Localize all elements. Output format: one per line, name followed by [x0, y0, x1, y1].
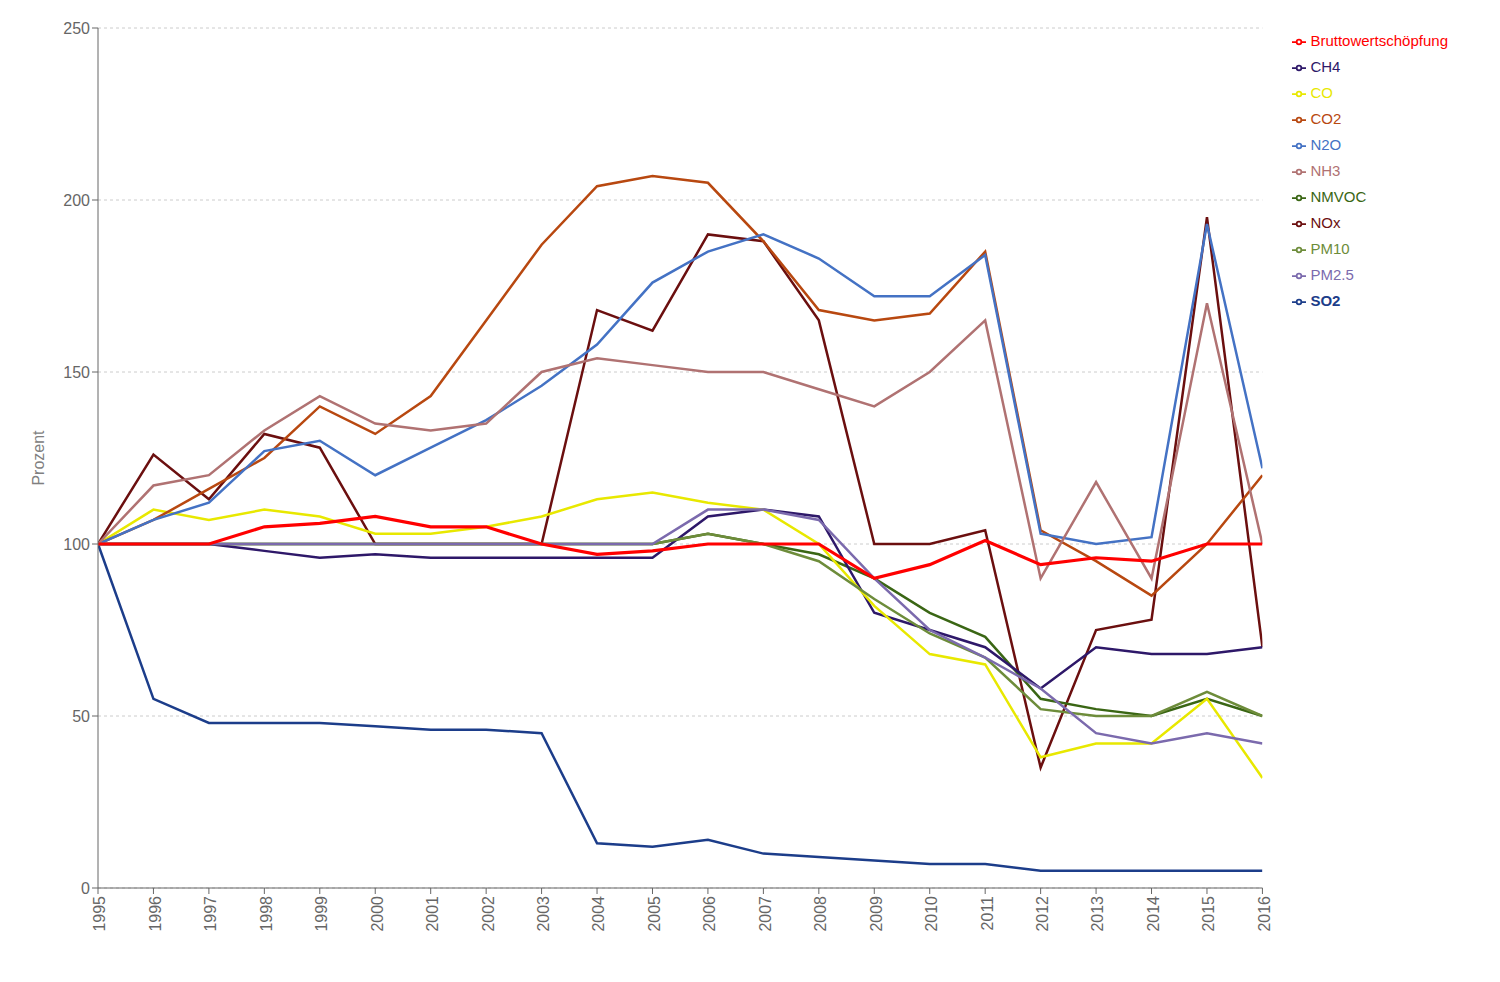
- svg-text:1999: 1999: [313, 896, 330, 932]
- svg-text:2010: 2010: [923, 896, 940, 932]
- html-text:SO2: SO2: [1310, 292, 1341, 309]
- svg-text:2015: 2015: [1200, 896, 1217, 932]
- svg-text:200: 200: [63, 192, 90, 209]
- html-text:NH3: NH3: [1310, 162, 1341, 179]
- svg-text:1998: 1998: [258, 896, 275, 932]
- svg-text:2007: 2007: [757, 896, 774, 932]
- svg-text:2001: 2001: [424, 896, 441, 932]
- svg-text:50: 50: [72, 708, 90, 725]
- svg-text:1996: 1996: [147, 896, 164, 932]
- svg-text:0: 0: [81, 880, 90, 897]
- html-text:CO: CO: [1310, 84, 1333, 101]
- html-text:NOx: NOx: [1310, 214, 1341, 231]
- svg-text:2000: 2000: [369, 896, 386, 932]
- svg-text:2005: 2005: [646, 896, 663, 932]
- svg-text:150: 150: [63, 364, 90, 381]
- svg-text:2012: 2012: [1034, 896, 1051, 932]
- html-text:N2O: N2O: [1310, 136, 1342, 153]
- html-text:CH4: CH4: [1310, 58, 1341, 75]
- html-text:PM10: PM10: [1310, 240, 1350, 257]
- html-text:Bruttowertschöpfung: Bruttowertschöpfung: [1310, 32, 1448, 49]
- svg-text:1995: 1995: [91, 896, 108, 932]
- svg-text:2002: 2002: [480, 896, 497, 932]
- svg-text:100: 100: [63, 536, 90, 553]
- html-text:NMVOC: NMVOC: [1310, 188, 1367, 205]
- svg-text:2013: 2013: [1089, 896, 1106, 932]
- html-text:PM2.5: PM2.5: [1310, 266, 1354, 283]
- svg-text:250: 250: [63, 20, 90, 37]
- svg-text:2016: 2016: [1256, 896, 1273, 932]
- svg-text:2009: 2009: [868, 896, 885, 932]
- svg-text:2011: 2011: [979, 896, 996, 931]
- svg-text:1997: 1997: [202, 896, 219, 932]
- svg-text:2014: 2014: [1145, 896, 1162, 932]
- html-text:CO2: CO2: [1310, 110, 1342, 127]
- svg-text:2003: 2003: [535, 896, 552, 932]
- svg-text:2004: 2004: [590, 896, 607, 932]
- svg-text:Prozent: Prozent: [30, 430, 47, 486]
- svg-text:2008: 2008: [812, 896, 829, 932]
- svg-text:2006: 2006: [701, 896, 718, 932]
